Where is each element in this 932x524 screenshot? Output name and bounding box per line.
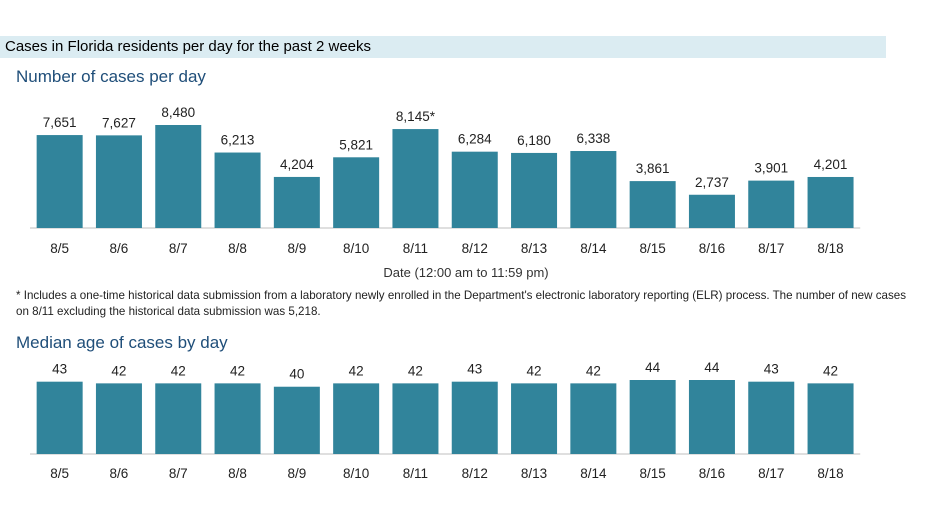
median-age-bar: [95, 383, 142, 454]
cases-bar: [748, 180, 795, 228]
chart-title-median-age: Median age of cases by day: [16, 333, 228, 352]
cases-value-label: 6,284: [458, 132, 492, 147]
median-age-bar: [807, 383, 854, 454]
median-age-value-label: 42: [171, 363, 186, 378]
median-age-value-label: 42: [408, 363, 423, 378]
cases-bar: [451, 151, 498, 228]
cases-category-label: 8/10: [343, 241, 369, 256]
median-age-value-label: 44: [645, 360, 661, 375]
median-age-bar: [273, 386, 320, 454]
cases-bar: [629, 181, 676, 228]
cases-value-label: 6,180: [517, 133, 551, 148]
median-age-bar: [748, 381, 795, 454]
median-age-value-label: 42: [586, 363, 601, 378]
median-age-bar: [392, 383, 439, 454]
cases-category-label: 8/15: [640, 241, 666, 256]
median-age-value-label: 44: [704, 360, 720, 375]
cases-value-label: 4,201: [814, 157, 848, 172]
page-title: Cases in Florida residents per day for t…: [5, 38, 372, 55]
cases-value-label: 7,627: [102, 115, 136, 130]
cases-value-label: 7,651: [43, 115, 77, 130]
median-age-category-label: 8/12: [462, 466, 488, 481]
x-axis-title: Date (12:00 am to 11:59 pm): [383, 265, 549, 280]
median-age-category-label: 8/7: [169, 466, 188, 481]
median-age-value-label: 43: [52, 362, 67, 377]
median-age-value-label: 42: [527, 363, 542, 378]
cases-bar: [333, 157, 380, 228]
cases-bar-chart: 7,651 8/5 7,627 8/6 8,480 8/7 6,213 8/8 4,204 8/9…: [30, 105, 861, 256]
cases-value-label: 2,737: [695, 175, 729, 190]
cases-bar: [511, 152, 558, 228]
median-age-value-label: 42: [349, 363, 364, 378]
median-age-category-label: 8/5: [50, 466, 69, 481]
median-age-category-label: 8/18: [817, 466, 843, 481]
cases-bar: [392, 129, 439, 228]
cases-category-label: 8/7: [169, 241, 188, 256]
median-age-bar: [214, 383, 261, 454]
cases-category-label: 8/13: [521, 241, 547, 256]
median-age-category-label: 8/14: [580, 466, 607, 481]
cases-bar: [214, 152, 261, 228]
footnote: * Includes a one-time historical data su…: [16, 289, 906, 318]
cases-value-label: 4,204: [280, 157, 314, 172]
median-age-bar: [688, 380, 735, 454]
median-age-bar: [333, 383, 380, 454]
cases-value-label: 8,145*: [396, 109, 436, 124]
median-age-bar: [511, 383, 558, 454]
median-age-value-label: 43: [467, 362, 482, 377]
cases-category-label: 8/6: [110, 241, 129, 256]
median-age-bar: [629, 380, 676, 454]
cases-bar: [95, 135, 142, 228]
median-age-value-label: 42: [823, 363, 838, 378]
median-age-category-label: 8/10: [343, 466, 369, 481]
median-age-category-label: 8/8: [228, 466, 247, 481]
cases-bar: [36, 135, 83, 228]
median-age-category-label: 8/15: [640, 466, 666, 481]
median-age-category-label: 8/17: [758, 466, 784, 481]
median-age-category-label: 8/9: [287, 466, 306, 481]
median-age-bar-chart: 43 8/5 42 8/6 42 8/7 42 8/8 40 8/9 42 8/10 42 8/11 43 8…: [30, 360, 861, 481]
cases-category-label: 8/16: [699, 241, 725, 256]
cases-category-label: 8/5: [50, 241, 69, 256]
median-age-bar: [155, 383, 202, 454]
cases-category-label: 8/8: [228, 241, 247, 256]
median-age-value-label: 42: [230, 363, 245, 378]
cases-value-label: 6,213: [221, 133, 255, 148]
median-age-value-label: 40: [289, 367, 304, 382]
cases-bar: [570, 151, 617, 228]
cases-bar: [688, 194, 735, 228]
cases-category-label: 8/11: [403, 241, 428, 256]
median-age-bar: [451, 381, 498, 454]
median-age-category-label: 8/16: [699, 466, 725, 481]
median-age-value-label: 43: [764, 362, 779, 377]
cases-category-label: 8/18: [817, 241, 843, 256]
cases-bar: [155, 125, 202, 228]
header-band: [0, 36, 886, 58]
median-age-category-label: 8/6: [110, 466, 129, 481]
cases-bar: [807, 176, 854, 228]
cases-category-label: 8/12: [462, 241, 488, 256]
cases-category-label: 8/17: [758, 241, 784, 256]
chart-title-cases: Number of cases per day: [16, 67, 206, 86]
median-age-category-label: 8/11: [403, 466, 428, 481]
cases-value-label: 3,861: [636, 161, 670, 176]
cases-category-label: 8/14: [580, 241, 607, 256]
cases-value-label: 5,821: [339, 137, 373, 152]
cases-category-label: 8/9: [287, 241, 306, 256]
median-age-bar: [570, 383, 617, 454]
median-age-value-label: 42: [111, 363, 126, 378]
cases-value-label: 8,480: [161, 105, 195, 120]
median-age-bar: [36, 381, 83, 454]
median-age-category-label: 8/13: [521, 466, 547, 481]
cases-value-label: 3,901: [754, 161, 788, 176]
cases-bar: [273, 176, 320, 228]
cases-value-label: 6,338: [576, 131, 610, 146]
